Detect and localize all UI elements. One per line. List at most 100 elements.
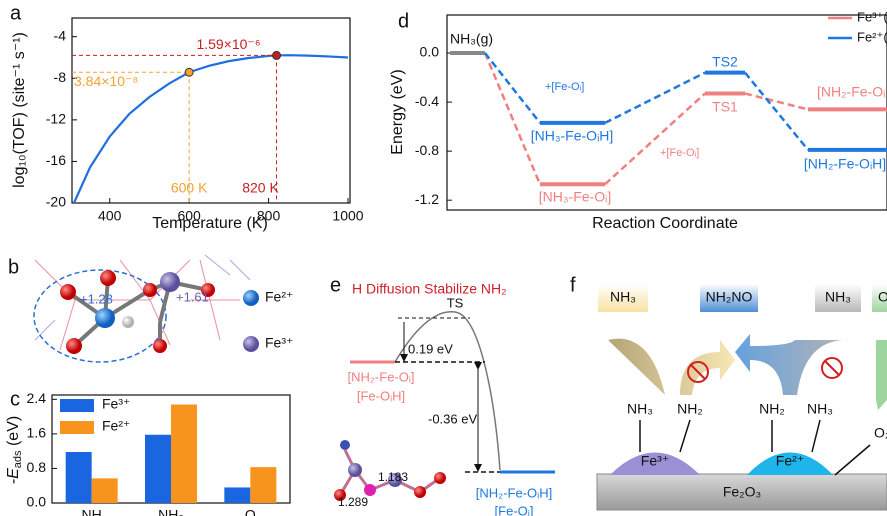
x-tick-label: NH₂ (158, 507, 184, 516)
panel-e: e H Diffusion Stabilize NH₂ TS 0.19 eV -… (330, 274, 555, 516)
x-tick-label: 400 (98, 208, 122, 224)
y-tick-label: 0.8 (27, 459, 47, 475)
y-axis-label: log₁₀(TOF) (site⁻¹ s⁻¹) (11, 32, 28, 188)
connector (604, 71, 706, 125)
product-label: NH₃ (825, 289, 851, 305)
blocked-icon (821, 357, 843, 379)
legend-label: Fe³⁺ (265, 335, 293, 351)
product-box (700, 284, 758, 312)
atom-o (60, 284, 76, 300)
point-label: 3.84×10⁻⁸ (74, 73, 138, 89)
bond-length: 1.183 (378, 470, 408, 484)
site-label: Fe³⁺ (641, 453, 669, 469)
bar (224, 487, 251, 503)
lattice (34, 254, 251, 341)
chart: a 400 600 800 1000 -20 -16 -12 -8 -4 3.84×10⁻⁸ 600 … (10, 2, 364, 232)
level-label: [NH₃-Fe-OᵢH] (531, 128, 614, 144)
fe2-site (747, 452, 833, 475)
adsorbate-label: NH₂ (759, 401, 785, 417)
product-box (872, 284, 887, 312)
y-tick-label: 0.0 (420, 44, 440, 60)
y-axis-label-part: ads (12, 450, 24, 468)
atom-o (414, 486, 426, 498)
y-tick-label: 1.6 (27, 425, 47, 441)
connector (604, 92, 706, 186)
panel-letter: a (10, 2, 22, 24)
point-x-label: 820 K (242, 180, 279, 196)
atom-o (153, 339, 167, 353)
energy-curve (394, 311, 501, 471)
atom-o (143, 283, 157, 297)
product-box (598, 284, 648, 312)
connector (744, 71, 809, 151)
legend-atom (243, 336, 259, 352)
y-tick-label: -4 (54, 27, 67, 43)
plot-frame (446, 14, 887, 211)
product-box (815, 284, 861, 312)
bar (171, 404, 197, 503)
panel-title: H Diffusion Stabilize NH₂ (352, 281, 507, 297)
connector (483, 52, 542, 185)
y-tick-label: -0.8 (415, 142, 439, 158)
highlight-ellipse (33, 269, 167, 363)
legend-swatch (60, 399, 94, 412)
atom-fe2 (95, 308, 115, 328)
atom-fe (388, 473, 402, 487)
site-label: Fe²⁺ (776, 453, 804, 469)
level-label: NH₃(g) (450, 31, 493, 47)
point-x-label: 600 K (171, 180, 208, 196)
y-axis-label: Energy (eV) (389, 69, 406, 154)
x-tick-label: NH (82, 507, 102, 516)
atom-o (334, 489, 346, 501)
connector (744, 92, 809, 111)
legend-label: Fe²⁺ (102, 418, 130, 434)
point (272, 50, 282, 60)
flow-arrow (608, 338, 735, 395)
flow-arrow (876, 340, 887, 410)
y-axis-label-part: -E (5, 468, 22, 484)
bar (250, 467, 277, 503)
x-tick-label: O (245, 507, 256, 516)
adsorbate-bonds (639, 419, 871, 476)
adsorbate-label: NH₃ (627, 401, 653, 417)
y-axis-label: -Eads (eV) (5, 416, 24, 484)
level-label: TS2 (712, 54, 738, 70)
product-label: NH₃ (610, 289, 636, 305)
blocked-icon (824, 360, 840, 376)
point (184, 67, 194, 77)
panel-letter: c (10, 388, 20, 410)
adsorbate-label: NH₂ (677, 401, 703, 417)
point-label: 1.59×10⁻⁶ (196, 36, 260, 52)
legend-atom (243, 290, 259, 306)
adsorbate-label: NH₃ (807, 401, 833, 417)
level-label: [NH₂-Fe-Oᵢ (817, 84, 885, 100)
atom-o (201, 283, 215, 297)
y-tick-label: -0.4 (415, 93, 439, 109)
legend-label: Fe³⁺ (102, 396, 130, 412)
bar (91, 478, 118, 503)
x-tick-label: 800 (257, 208, 281, 224)
connector (484, 52, 541, 124)
atom-fe (348, 463, 362, 477)
level-label: [NH₃-Fe-Oᵢ] (539, 189, 611, 205)
y-tick-label: -20 (46, 194, 66, 210)
panel-letter: d (398, 10, 409, 32)
atom-o (434, 472, 446, 484)
state-label: [Fe-Oᵢ] (495, 503, 534, 516)
x-tick-label: 600 (177, 208, 201, 224)
chart: d 0.0 -0.4 -0.8 -1.2 [NH₃-Fe-Oᵢ] TS1 [NH₂-Fe-Oᵢ… (389, 9, 887, 232)
x-axis-label: Reaction Coordinate (592, 215, 738, 232)
y-tick-label: -8 (54, 69, 67, 85)
blocked-icon (687, 361, 709, 383)
y-tick-label: -12 (46, 111, 66, 127)
panel-b: b +1.28 +1.61 Fe²⁺ Fe³⁺ (8, 254, 293, 363)
step-label: +[Fe-Oᵢ] (545, 81, 584, 93)
barrier-label: 0.19 eV (408, 341, 453, 356)
state-label: [NH₂-Fe-Oᵢ] (347, 369, 414, 384)
legend-label: Fe³⁺([Fe-Oᵢ] (857, 9, 887, 24)
atom-fe3 (160, 272, 180, 292)
product-label: O (878, 289, 887, 305)
product-label: NH₂NO (706, 289, 753, 305)
